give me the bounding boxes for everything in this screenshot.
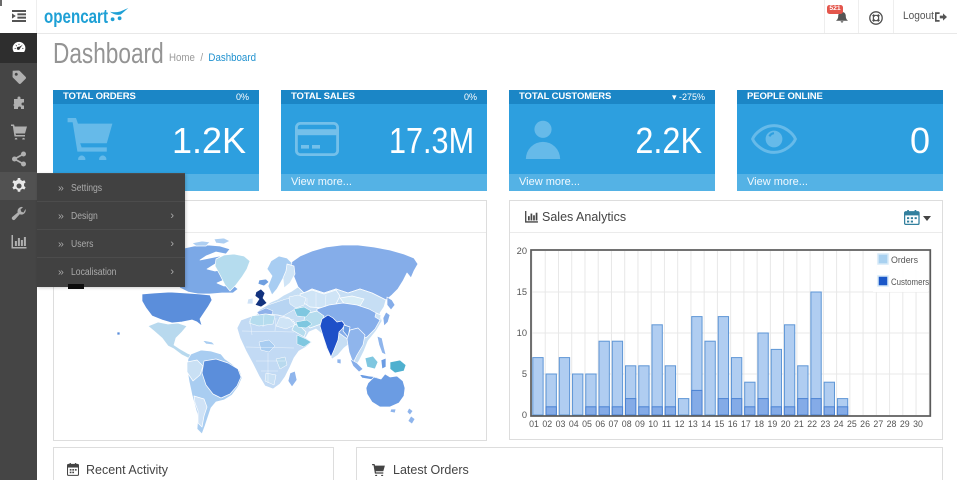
svg-text:19: 19: [767, 419, 777, 429]
svg-text:28: 28: [887, 419, 897, 429]
svg-text:18: 18: [754, 419, 764, 429]
svg-text:Customers: Customers: [891, 277, 929, 287]
svg-text:23: 23: [820, 419, 830, 429]
svg-text:17: 17: [741, 419, 751, 429]
svg-text:16: 16: [728, 419, 738, 429]
svg-text:5: 5: [522, 369, 527, 379]
svg-text:Orders: Orders: [891, 255, 918, 265]
svg-text:09: 09: [635, 419, 645, 429]
svg-text:12: 12: [675, 419, 685, 429]
svg-text:01: 01: [529, 419, 539, 429]
svg-text:10: 10: [648, 419, 658, 429]
svg-text:03: 03: [556, 419, 566, 429]
svg-text:05: 05: [582, 419, 592, 429]
svg-text:20: 20: [517, 246, 527, 256]
svg-text:29: 29: [900, 419, 910, 429]
svg-text:02: 02: [542, 419, 552, 429]
svg-text:30: 30: [913, 419, 923, 429]
svg-text:07: 07: [609, 419, 619, 429]
svg-text:26: 26: [860, 419, 870, 429]
svg-text:15: 15: [517, 287, 527, 297]
svg-text:04: 04: [569, 419, 579, 429]
svg-text:06: 06: [595, 419, 605, 429]
svg-text:0: 0: [522, 410, 527, 420]
svg-text:20: 20: [781, 419, 791, 429]
svg-text:15: 15: [715, 419, 725, 429]
svg-text:21: 21: [794, 419, 804, 429]
svg-text:25: 25: [847, 419, 857, 429]
svg-text:24: 24: [834, 419, 844, 429]
svg-text:08: 08: [622, 419, 632, 429]
svg-text:13: 13: [688, 419, 698, 429]
svg-text:opencart: opencart: [44, 7, 109, 28]
svg-text:22: 22: [807, 419, 817, 429]
svg-text:14: 14: [701, 419, 711, 429]
svg-text:27: 27: [873, 419, 883, 429]
svg-text:10: 10: [517, 328, 527, 338]
svg-text:11: 11: [662, 419, 671, 429]
